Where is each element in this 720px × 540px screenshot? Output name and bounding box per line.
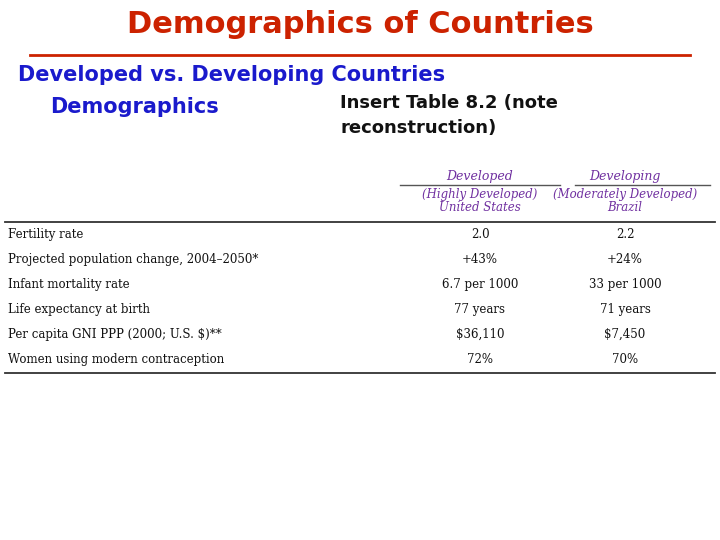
Text: Developing: Developing (589, 170, 661, 183)
Text: $7,450: $7,450 (604, 328, 646, 341)
Text: Per capita GNI PPP (2000; U.S. $)**: Per capita GNI PPP (2000; U.S. $)** (8, 328, 222, 341)
Text: (Moderately Developed): (Moderately Developed) (553, 188, 697, 201)
Text: Brazil: Brazil (608, 201, 642, 214)
Text: 77 years: 77 years (454, 303, 505, 316)
Text: Insert Table 8.2 (note
reconstruction): Insert Table 8.2 (note reconstruction) (340, 94, 558, 137)
Text: 72%: 72% (467, 353, 493, 366)
Text: +43%: +43% (462, 253, 498, 266)
Text: Demographics of Countries: Demographics of Countries (127, 10, 593, 39)
Text: Developed vs. Developing Countries: Developed vs. Developing Countries (18, 65, 445, 85)
Text: 33 per 1000: 33 per 1000 (589, 278, 661, 291)
Text: (Highly Developed): (Highly Developed) (423, 188, 538, 201)
Text: 71 years: 71 years (600, 303, 650, 316)
Text: +24%: +24% (607, 253, 643, 266)
Text: Developed: Developed (446, 170, 513, 183)
Text: $36,110: $36,110 (456, 328, 504, 341)
Text: United States: United States (439, 201, 521, 214)
Text: Women using modern contraception: Women using modern contraception (8, 353, 224, 366)
Text: 70%: 70% (612, 353, 638, 366)
Text: 2.0: 2.0 (471, 228, 490, 241)
Text: Infant mortality rate: Infant mortality rate (8, 278, 130, 291)
Text: 2.2: 2.2 (616, 228, 634, 241)
Text: Demographics: Demographics (50, 97, 219, 117)
Text: Projected population change, 2004–2050*: Projected population change, 2004–2050* (8, 253, 258, 266)
Text: Life expectancy at birth: Life expectancy at birth (8, 303, 150, 316)
Text: Fertility rate: Fertility rate (8, 228, 84, 241)
Text: 6.7 per 1000: 6.7 per 1000 (442, 278, 518, 291)
